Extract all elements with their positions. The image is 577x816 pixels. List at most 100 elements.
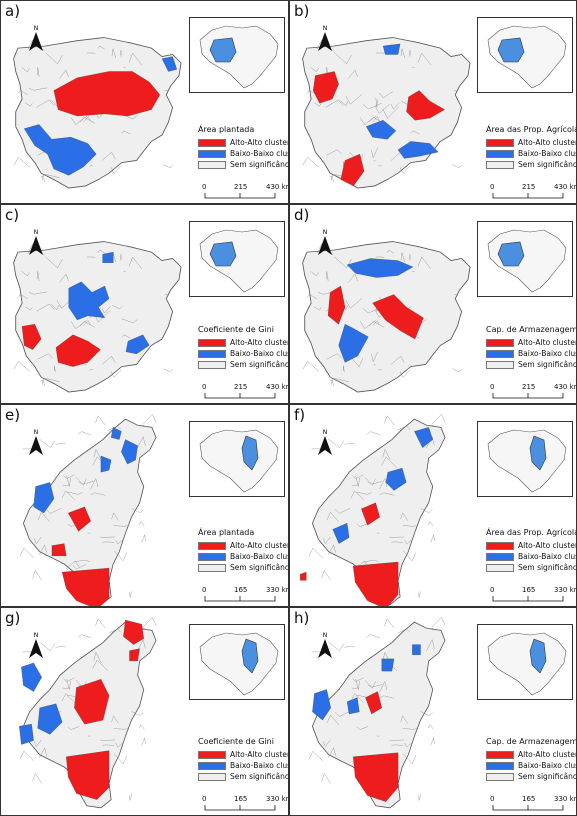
municipality-boundary [323, 536, 331, 545]
municipality-boundary [42, 379, 45, 386]
legend-label-sem: Sem significância [518, 160, 577, 169]
municipality-boundary [403, 550, 416, 562]
municipality-boundary [404, 538, 414, 545]
municipality-boundary [28, 87, 48, 91]
scale-tick-label: 0 [490, 586, 495, 594]
municipality-boundary [55, 645, 66, 648]
municipality-boundary [428, 724, 434, 730]
municipality-boundary [37, 511, 51, 523]
baixo-baixo-cluster [381, 658, 395, 672]
municipality-boundary [21, 67, 30, 73]
municipality-boundary [340, 100, 348, 107]
municipality-boundary [356, 491, 372, 495]
municipality-boundary [97, 249, 105, 254]
legend-label-sem: Sem significância [518, 360, 577, 369]
study-area-highlight [529, 435, 547, 471]
alto-alto-cluster [51, 543, 67, 556]
municipality-boundary [39, 544, 47, 555]
municipality-boundary [334, 52, 352, 65]
municipality-boundary [418, 591, 421, 598]
municipality-boundary [334, 256, 352, 269]
municipality-boundary [345, 94, 363, 105]
legend-title: Coeficiente de Gini [198, 737, 274, 746]
municipality-boundary [306, 293, 318, 300]
municipality-boundary [326, 353, 342, 360]
municipality-boundary [93, 448, 102, 460]
scale-tick-label: 0 [202, 383, 207, 391]
alto-alto-cluster [53, 71, 161, 117]
municipality-boundary [403, 753, 416, 765]
brazil-inset-map [189, 624, 285, 700]
panel-label: c) [5, 206, 20, 224]
municipality-boundary [328, 544, 336, 555]
municipality-boundary [17, 293, 29, 300]
municipality-boundary [400, 512, 408, 521]
baixo-baixo-cluster [414, 427, 433, 448]
municipality-boundary [373, 363, 376, 366]
baixo-baixo-cluster [397, 141, 439, 159]
municipality-boundary [97, 45, 105, 50]
municipality-boundary [121, 114, 138, 120]
municipality-boundary [101, 355, 116, 365]
municipality-boundary [329, 378, 349, 382]
legend-swatch-alto [198, 542, 226, 550]
municipality-boundary [367, 481, 383, 485]
municipality-boundary [391, 541, 404, 543]
study-area-highlight [497, 37, 525, 63]
municipality-boundary [45, 52, 63, 65]
scale-tick-label: 430 km [266, 383, 288, 391]
brazil-inset-map [189, 221, 285, 297]
north-arrow-icon: N [29, 429, 43, 455]
legend-title: Área das Prop. Agrícolas [486, 125, 577, 134]
municipality-boundary [352, 677, 364, 682]
municipality-boundary [111, 715, 119, 724]
municipality-boundary [359, 115, 377, 125]
legend-swatch-baixo [198, 762, 226, 770]
municipality-boundary [53, 365, 56, 372]
municipality-boundary [83, 320, 91, 326]
municipality-boundary [72, 564, 86, 570]
municipality-boundary [417, 256, 432, 269]
municipality-boundary [372, 116, 380, 122]
scale-tick-label: 215 [234, 383, 248, 391]
municipality-boundary [129, 794, 132, 801]
municipality-boundary [102, 744, 115, 746]
municipality-boundary [70, 115, 88, 125]
municipality-boundary [390, 355, 405, 365]
municipality-boundary [101, 151, 116, 161]
municipality-boundary [61, 693, 76, 704]
legend-label-baixo: Baixo-Baixo cluster [518, 349, 576, 358]
legend-label-sem: Sem significância [518, 563, 577, 572]
municipality-boundary [382, 106, 399, 119]
cluster-map [19, 414, 157, 606]
alto-alto-cluster [66, 750, 110, 800]
map-panel: b) N Área das Prop. Agrícolas Alto-Alto clu… [289, 0, 577, 204]
municipality-boundary [321, 772, 331, 784]
municipality-boundary [37, 67, 40, 77]
municipality-boundary [92, 659, 108, 671]
municipality-boundary [89, 165, 93, 167]
baixo-baixo-cluster [68, 281, 110, 321]
alto-alto-cluster [74, 679, 110, 725]
municipality-boundary [39, 747, 47, 758]
municipality-boundary [402, 728, 418, 730]
municipality-boundary [19, 750, 34, 762]
municipality-boundary [128, 256, 143, 269]
municipality-boundary [34, 739, 42, 748]
municipality-boundary [306, 89, 318, 96]
region-outline [302, 37, 471, 189]
region-outline [311, 621, 446, 809]
baixo-baixo-cluster [365, 120, 397, 140]
municipality-boundary [397, 628, 411, 634]
municipality-boundary [25, 102, 33, 107]
municipality-boundary [36, 99, 55, 108]
legend-label-alto: Alto-Alto cluster [518, 338, 577, 347]
scale-tick-label: 330 km [266, 586, 288, 594]
municipality-boundary [59, 273, 69, 283]
municipality-boundary [45, 508, 62, 514]
municipality-boundary [326, 714, 340, 726]
legend-label-alto: Alto-Alto cluster [518, 138, 577, 147]
municipality-boundary [19, 547, 34, 559]
municipality-boundary [67, 491, 83, 495]
panel-label: g) [5, 609, 21, 627]
